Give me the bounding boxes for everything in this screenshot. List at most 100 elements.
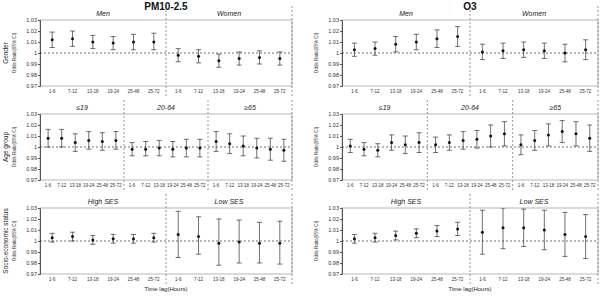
error-bar-stem <box>449 135 450 150</box>
error-bar <box>434 30 439 48</box>
point <box>47 137 50 140</box>
group-label: ≤19 <box>76 104 88 111</box>
error-bar-cap <box>434 47 439 48</box>
error-bar-cap <box>447 134 452 135</box>
marks <box>46 129 287 161</box>
error-bar-cap <box>352 56 357 57</box>
y-axis-title: Odds Ratio(95% CI) <box>12 220 17 261</box>
point <box>588 137 591 140</box>
error-bar-stem <box>457 27 458 47</box>
error-bar-cap <box>480 254 485 255</box>
error-bar-cap <box>111 49 116 50</box>
y-axis-line <box>38 115 41 181</box>
plot-frame <box>342 20 598 86</box>
error-bar-cap <box>480 44 485 45</box>
error-bar-cap <box>196 254 201 255</box>
error-bar-cap <box>352 243 357 244</box>
marks <box>352 208 588 259</box>
x-tick-label: 1-6 <box>175 89 182 94</box>
plot-frame <box>40 208 292 274</box>
error-bar-cap <box>257 263 262 264</box>
point <box>456 227 459 230</box>
x-tick-label: 7-12 <box>68 277 78 282</box>
y-tick: 1.01 <box>26 227 40 233</box>
point <box>278 57 281 60</box>
error-bar-cap <box>532 130 537 131</box>
y-tick-mark <box>38 219 40 220</box>
y-tick-label: 0.99 <box>328 155 339 161</box>
error-bar-cap <box>50 32 55 33</box>
y-tick: 1.02 <box>328 122 342 128</box>
point <box>390 141 393 144</box>
point <box>353 237 356 240</box>
error-bar <box>241 136 246 156</box>
point <box>547 133 550 136</box>
error-bar-cap <box>373 55 378 56</box>
error-bar-cap <box>521 209 526 210</box>
error-bar <box>70 31 75 46</box>
error-bar-stem <box>354 234 355 243</box>
error-bar-cap <box>461 149 466 150</box>
error-bar-cap <box>521 57 526 58</box>
point <box>363 148 366 151</box>
y-tick-mark <box>38 125 40 126</box>
x-tick-label: 25-48 <box>254 277 266 282</box>
y-tick: 0.97 <box>26 271 40 277</box>
error-bar-cap <box>131 49 136 50</box>
error-bar-cap <box>393 36 398 37</box>
point <box>112 42 115 45</box>
error-bar-cap <box>433 137 438 138</box>
error-bar-stem <box>416 229 417 238</box>
error-bar-cap <box>277 264 282 265</box>
y-tick: 1.02 <box>26 122 40 128</box>
group-label: ≤19 <box>379 104 391 111</box>
point <box>112 237 115 240</box>
error-bar <box>143 142 148 156</box>
point <box>434 143 437 146</box>
y-tick-mark <box>340 125 342 126</box>
point <box>60 137 63 140</box>
error-bar-cap <box>216 219 221 220</box>
y-tick-mark <box>38 20 40 21</box>
error-bar-stem <box>239 52 240 65</box>
error-bar-cap <box>562 212 567 213</box>
error-bar-cap <box>46 129 51 130</box>
error-bar-cap <box>455 222 460 223</box>
point <box>71 37 74 40</box>
x-tick-label: 19-24 <box>167 183 179 188</box>
error-bar-stem <box>279 221 280 264</box>
error-bar <box>73 134 78 152</box>
error-bar-cap <box>521 42 526 43</box>
panel: 0.970.980.9911.011.021.03High SES1-67-12… <box>314 194 598 292</box>
y-tick: 0.99 <box>328 249 342 255</box>
y-tick: 1.02 <box>328 216 342 222</box>
point <box>374 47 377 50</box>
error-bar <box>373 233 378 242</box>
point <box>574 132 577 135</box>
x-tick-label: 7-12 <box>499 89 509 94</box>
point <box>418 141 421 144</box>
error-bar-cap <box>277 51 282 52</box>
group-separator <box>292 6 293 96</box>
error-bar-cap <box>196 49 201 50</box>
x-tick-label: 25-48 <box>431 277 443 282</box>
error-bar-cap <box>176 257 181 258</box>
y-tick-label: 1.02 <box>26 216 37 222</box>
y-tick-mark <box>340 180 342 181</box>
point <box>51 236 54 239</box>
x-tick-label: 7-12 <box>194 277 204 282</box>
x-tick-label: 13-18 <box>153 183 165 188</box>
error-bar-cap <box>389 134 394 135</box>
error-bar-cap <box>352 234 357 235</box>
x-tick-label: 25-48 <box>128 89 140 94</box>
error-bar-cap <box>501 208 506 209</box>
x-tick-label: 25-48 <box>570 183 582 188</box>
error-bar-cap <box>113 149 118 150</box>
error-bar-cap <box>50 233 55 234</box>
error-bar-stem <box>153 33 154 50</box>
point <box>158 147 161 150</box>
y-tick: 1 <box>34 144 40 150</box>
error-bar <box>414 34 419 49</box>
error-bar <box>281 139 286 161</box>
x-axis-title: Time lag(Hours) <box>145 286 188 292</box>
